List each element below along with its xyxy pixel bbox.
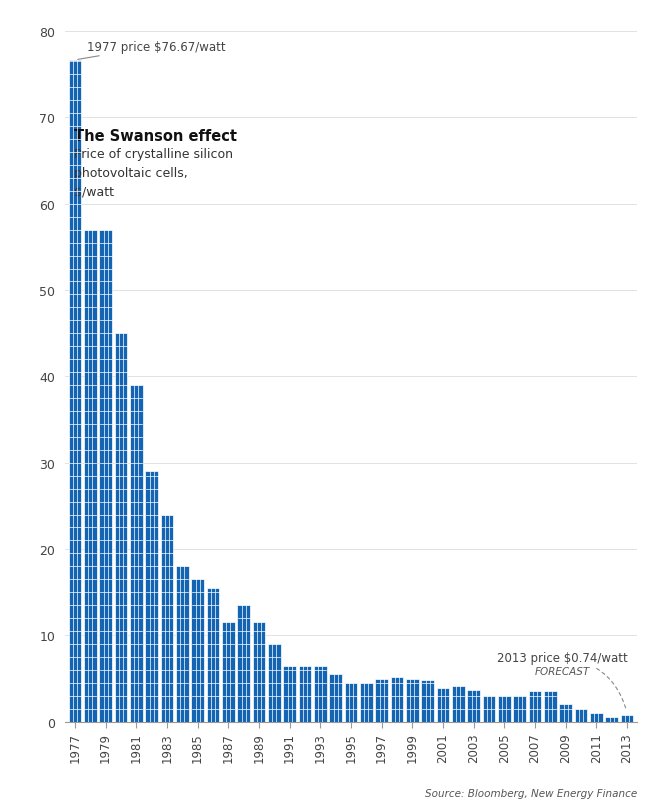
- Text: Source: Bloomberg, New Energy Finance: Source: Bloomberg, New Energy Finance: [424, 788, 637, 798]
- Bar: [391, 677, 403, 722]
- Text: Price of crystalline silicon
photovoltaic cells,
$/watt: Price of crystalline silicon photovoltai…: [73, 148, 233, 199]
- Bar: [528, 691, 541, 722]
- Bar: [590, 713, 603, 722]
- Bar: [268, 644, 281, 722]
- Bar: [84, 230, 97, 722]
- Text: 1977 price $76.67/watt: 1977 price $76.67/watt: [78, 40, 226, 60]
- Bar: [237, 606, 250, 722]
- Bar: [130, 386, 142, 722]
- Bar: [314, 666, 326, 722]
- Bar: [560, 704, 572, 722]
- Bar: [222, 622, 235, 722]
- Text: FORECAST: FORECAST: [535, 666, 590, 676]
- Bar: [544, 691, 556, 722]
- Bar: [360, 683, 372, 722]
- Bar: [575, 709, 588, 722]
- Bar: [114, 334, 127, 722]
- Bar: [344, 683, 358, 722]
- Bar: [207, 588, 219, 722]
- Bar: [605, 718, 618, 722]
- Text: The Swanson effect: The Swanson effect: [73, 128, 237, 144]
- Bar: [299, 666, 311, 722]
- Bar: [483, 696, 495, 722]
- Bar: [330, 674, 342, 722]
- Bar: [283, 666, 296, 722]
- Bar: [69, 61, 81, 722]
- Bar: [514, 696, 526, 722]
- Bar: [452, 687, 465, 722]
- Bar: [437, 688, 449, 722]
- Bar: [467, 690, 480, 722]
- Bar: [146, 472, 158, 722]
- Bar: [406, 678, 419, 722]
- Bar: [498, 696, 511, 722]
- Bar: [161, 515, 174, 722]
- Bar: [176, 566, 188, 722]
- Bar: [191, 580, 204, 722]
- Text: 2013 price $0.74/watt: 2013 price $0.74/watt: [497, 651, 627, 710]
- Bar: [376, 678, 388, 722]
- Bar: [621, 715, 633, 722]
- Bar: [99, 230, 112, 722]
- Bar: [253, 622, 265, 722]
- Bar: [421, 680, 434, 722]
